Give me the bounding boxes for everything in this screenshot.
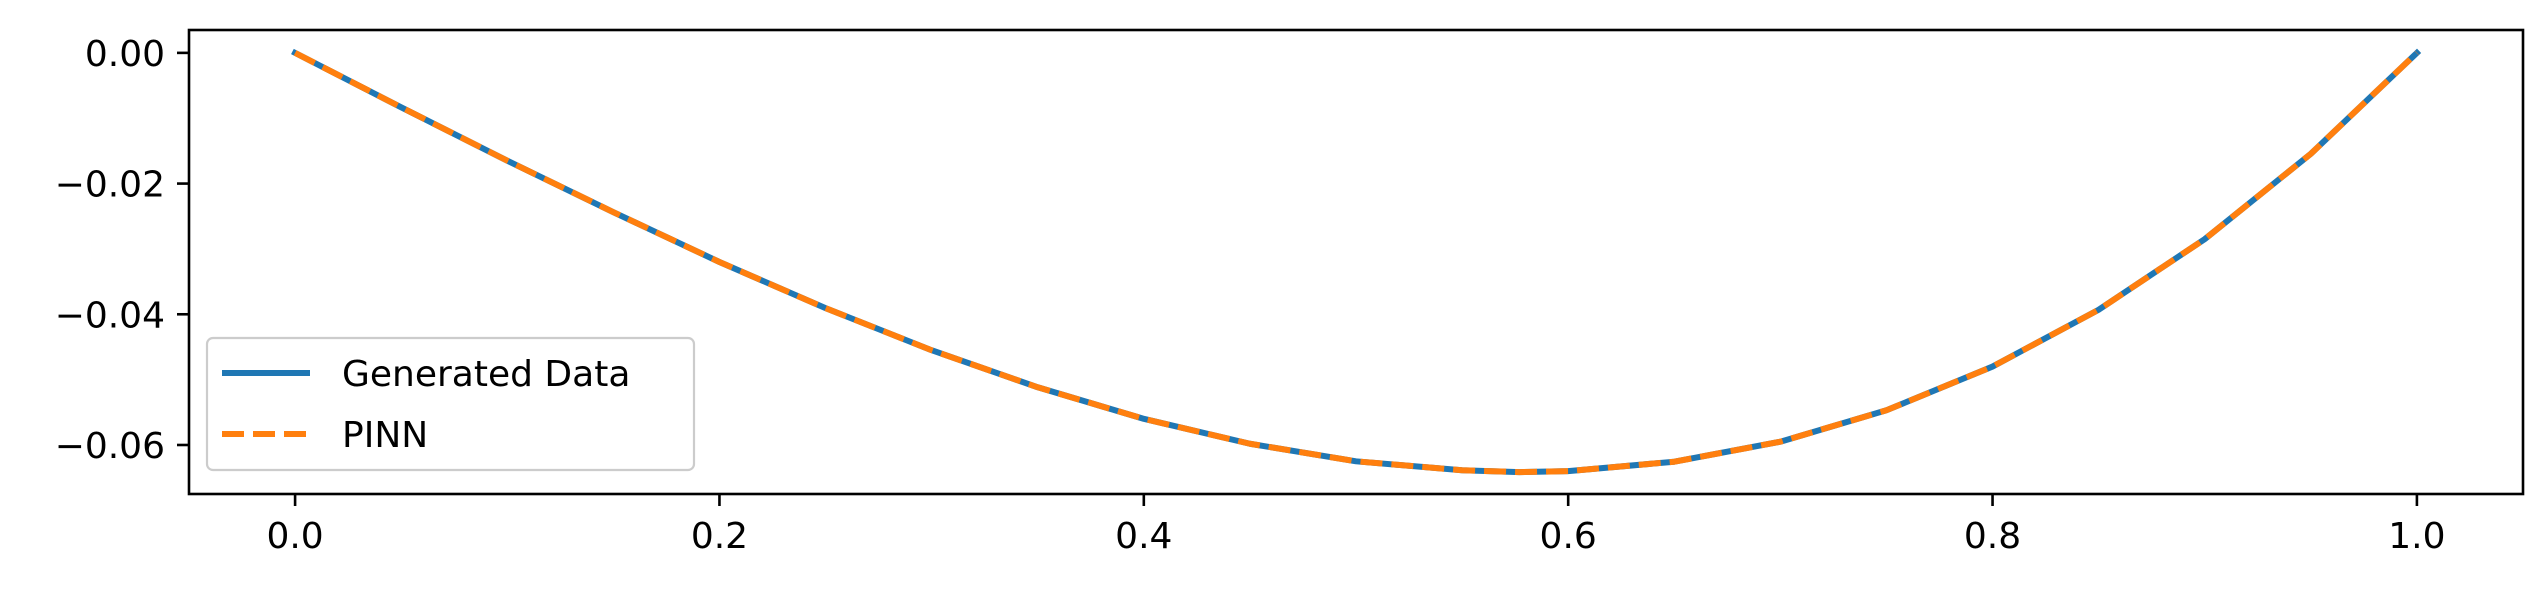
y-tick-label: −0.02 (55, 165, 165, 206)
x-axis: 0.0 0.2 0.4 0.6 0.8 1.0 (266, 494, 2446, 557)
y-tick-label: −0.06 (55, 426, 165, 467)
plot-frame (187, 28, 2525, 496)
legend-box (205, 336, 696, 472)
legend: Generated Data PINN (205, 336, 696, 472)
legend-label: PINN (342, 415, 428, 456)
y-axis: 0.00 −0.02 −0.04 −0.06 (55, 34, 189, 467)
x-tick-label: 0.0 (266, 516, 323, 557)
x-tick-label: 0.6 (1540, 516, 1597, 557)
series-line-pinn (293, 50, 2419, 476)
x-tick-label: 0.8 (1964, 516, 2021, 557)
legend-label: Generated Data (342, 354, 630, 395)
y-tick-label: −0.04 (55, 295, 165, 336)
x-tick-label: 0.2 (691, 516, 748, 557)
x-tick-label: 0.4 (1115, 516, 1172, 557)
y-tick-label: 0.00 (85, 34, 165, 75)
x-tick-label: 1.0 (2388, 516, 2445, 557)
series-layer (291, 48, 2422, 476)
